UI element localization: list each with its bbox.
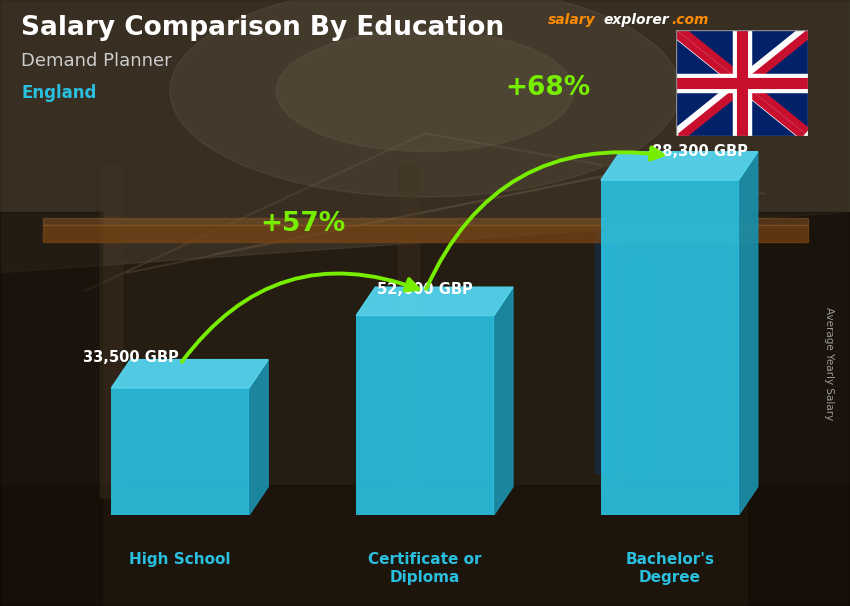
Polygon shape [739,152,757,515]
Text: salary: salary [548,13,596,27]
FancyArrowPatch shape [182,273,418,362]
Text: 52,600 GBP: 52,600 GBP [377,282,473,296]
Text: 33,500 GBP: 33,500 GBP [82,350,178,365]
Polygon shape [494,287,513,515]
Ellipse shape [170,0,680,197]
Bar [356,316,494,515]
Text: Bachelor's
Degree: Bachelor's Degree [626,552,714,585]
Text: Certificate or
Diploma: Certificate or Diploma [368,552,482,585]
Polygon shape [111,359,269,388]
Ellipse shape [276,30,574,152]
Bar [0,485,850,606]
Polygon shape [356,287,513,316]
Bar [602,164,623,497]
Bar [748,212,850,606]
Text: Salary Comparison By Education: Salary Comparison By Education [21,15,504,41]
Text: Demand Planner: Demand Planner [21,52,172,70]
Text: Average Yearly Salary: Average Yearly Salary [824,307,834,420]
Polygon shape [0,0,850,273]
Bar [111,388,249,515]
Text: England: England [21,84,97,102]
Bar [42,225,807,242]
Bar [729,164,751,497]
Bar [0,212,102,606]
Bar [100,164,122,497]
FancyArrowPatch shape [426,147,663,289]
Bar [629,261,650,473]
Polygon shape [601,152,757,180]
Polygon shape [249,359,269,515]
Text: +68%: +68% [505,76,590,101]
Text: .com: .com [672,13,709,27]
Text: explorer: explorer [604,13,669,27]
Text: +57%: +57% [260,211,345,237]
Bar [398,164,419,497]
Bar [595,230,616,473]
Bar [601,180,739,515]
Bar [42,218,807,225]
Text: 88,300 GBP: 88,300 GBP [653,144,748,159]
Text: High School: High School [129,552,231,567]
